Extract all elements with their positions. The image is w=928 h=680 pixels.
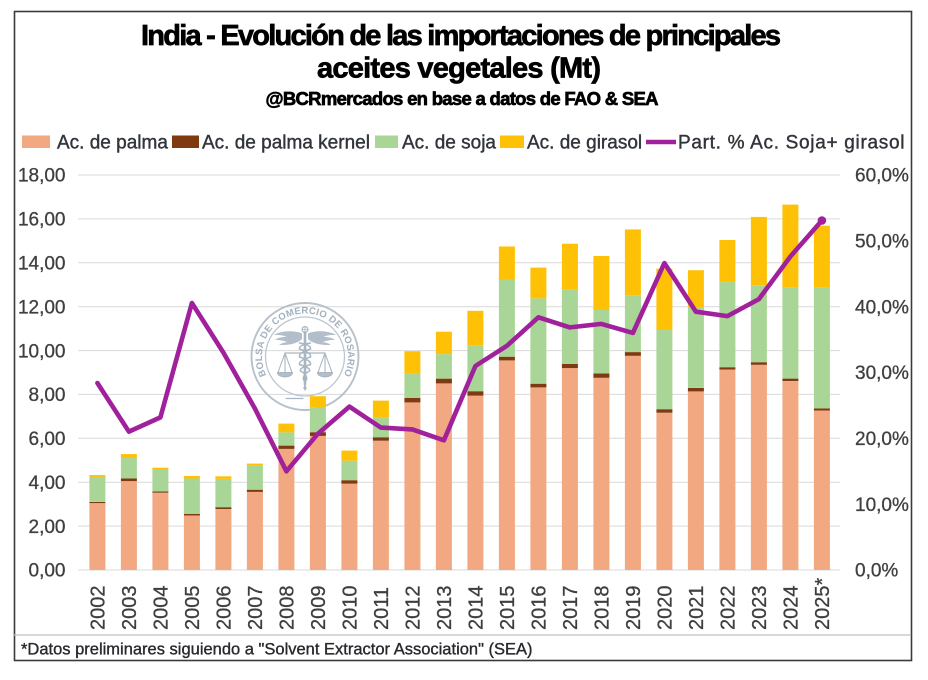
svg-text:2010: 2010 [340,586,362,631]
svg-text:Ac. de palma: Ac. de palma [57,133,168,154]
svg-text:2024: 2024 [781,586,803,631]
svg-text:2017: 2017 [560,586,582,631]
svg-text:2007: 2007 [245,586,267,631]
svg-text:2025*: 2025* [812,578,834,630]
svg-text:Part. % Ac. Soja+ girasol: Part. % Ac. Soja+ girasol [678,133,905,154]
svg-text:*Datos preliminares siguiendo: *Datos preliminares siguiendo a "Solvent… [21,641,533,659]
svg-text:2011: 2011 [371,587,393,630]
svg-text:14,00: 14,00 [18,254,66,275]
svg-text:2020: 2020 [655,586,677,631]
svg-text:2018: 2018 [592,586,614,631]
svg-text:2004: 2004 [151,586,173,631]
svg-text:2005: 2005 [182,586,204,631]
svg-text:2012: 2012 [403,586,425,631]
svg-text:50,0%: 50,0% [855,232,909,253]
svg-text:6,00: 6,00 [29,429,66,450]
svg-text:2,00: 2,00 [29,517,66,538]
svg-text:2006: 2006 [214,586,236,631]
svg-text:0,00: 0,00 [29,561,66,582]
svg-text:0,0%: 0,0% [855,561,898,582]
svg-text:2009: 2009 [308,586,330,631]
svg-text:2021: 2021 [686,586,708,631]
svg-text:2002: 2002 [88,586,110,631]
svg-text:2016: 2016 [529,586,551,631]
svg-text:2023: 2023 [749,586,771,631]
svg-text:Ac. de palma kernel: Ac. de palma kernel [202,133,370,154]
svg-text:2022: 2022 [718,586,740,631]
svg-text:2013: 2013 [434,586,456,631]
svg-text:8,00: 8,00 [29,385,66,406]
svg-text:2014: 2014 [466,586,488,631]
svg-text:12,00: 12,00 [18,297,66,318]
svg-text:India - Evolución de las impor: India - Evolución de las importaciones d… [141,20,781,52]
svg-text:@BCRmercados en base a datos d: @BCRmercados en base a datos de FAO & SE… [266,88,659,109]
svg-text:10,00: 10,00 [18,341,66,362]
svg-text:2019: 2019 [623,586,645,631]
svg-text:20,0%: 20,0% [855,429,909,450]
svg-text:60,0%: 60,0% [855,166,909,187]
svg-text:10,0%: 10,0% [855,495,909,516]
svg-text:30,0%: 30,0% [855,363,909,384]
svg-text:Ac. de soja: Ac. de soja [402,133,496,154]
svg-text:aceites vegetales (Mt): aceites vegetales (Mt) [317,53,601,85]
svg-text:2015: 2015 [497,586,519,631]
svg-text:18,00: 18,00 [18,166,66,187]
svg-text:2003: 2003 [119,586,141,631]
svg-text:16,00: 16,00 [18,210,66,231]
svg-text:2008: 2008 [277,586,299,631]
svg-text:40,0%: 40,0% [855,297,909,318]
svg-text:4,00: 4,00 [29,473,66,494]
svg-text:Ac. de girasol: Ac. de girasol [527,133,642,154]
